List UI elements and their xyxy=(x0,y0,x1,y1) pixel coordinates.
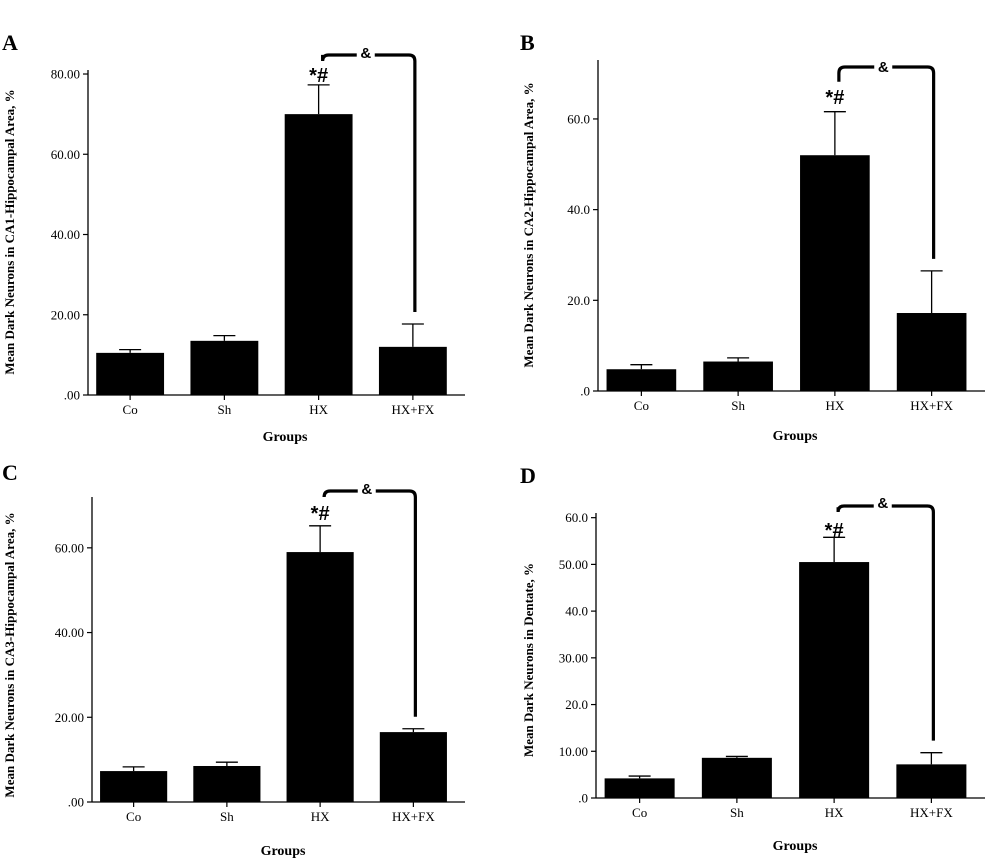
x-tick-label: Sh xyxy=(731,398,745,413)
y-tick-label: 40.00 xyxy=(51,227,80,242)
bar-hx-fx xyxy=(379,732,447,802)
x-axis-label: Groups xyxy=(773,839,818,854)
x-tick-label: HX+FX xyxy=(910,398,953,413)
y-tick-label: 50.00 xyxy=(559,557,588,572)
x-axis-label: Groups xyxy=(773,429,818,444)
bar-hx-fx xyxy=(896,764,967,798)
y-tick-label: 40.0 xyxy=(567,202,590,217)
y-tick-label: 60.00 xyxy=(51,147,80,162)
x-tick-label: Co xyxy=(126,809,141,824)
significance-marker: *# xyxy=(309,65,328,87)
x-tick-label: HX xyxy=(825,805,844,820)
x-tick-label: HX+FX xyxy=(910,805,953,820)
y-tick-label: 20.00 xyxy=(51,307,80,322)
panel-a: A .00 20.00 40.00 60.00 80.00 Mean Dark Neuron… xyxy=(2,30,465,445)
y-tick-label: 20.00 xyxy=(55,710,84,725)
y-tick-label: 60.0 xyxy=(565,510,588,525)
significance-marker: *# xyxy=(311,503,330,525)
bar-hx xyxy=(284,114,353,395)
x-tick-label: Sh xyxy=(220,809,234,824)
x-tick-label: Sh xyxy=(218,402,232,417)
y-tick-label: 30.00 xyxy=(559,650,588,665)
panel-letter: C xyxy=(2,460,18,485)
panel-b: B .0 20.0 40.0 60.0 Mean Dark Neurons in CA2-… xyxy=(520,30,985,444)
bar-hx xyxy=(800,155,870,391)
y-axis-label: Mean Dark Neurons in CA3-Hippocampal Are… xyxy=(2,512,17,797)
y-tick-label: 40.00 xyxy=(55,625,84,640)
panel-letter: A xyxy=(2,30,18,55)
panel-letter: D xyxy=(520,463,536,488)
bar-co xyxy=(100,771,168,802)
y-tick-label: 60.00 xyxy=(55,540,84,555)
y-tick-label: 20.0 xyxy=(565,697,588,712)
panel-d: D .0 10.00 20.0 30.00 40.0 50.00 60.0 Mean Dark … xyxy=(520,463,985,854)
x-tick-label: Sh xyxy=(730,805,744,820)
x-tick-label: HX xyxy=(309,402,328,417)
bar-hx xyxy=(286,552,354,802)
bracket-label: & xyxy=(878,59,889,76)
bracket-label-bg xyxy=(357,483,376,497)
panel-c: C .00 20.00 40.00 60.00 Mean Dark Neurons in … xyxy=(2,460,465,858)
bracket-label-bg xyxy=(874,59,893,73)
x-tick-label: HX xyxy=(311,809,330,824)
y-tick-label: 10.00 xyxy=(559,744,588,759)
significance-marker: *# xyxy=(825,87,844,109)
panel-letter: B xyxy=(520,30,535,55)
bracket-label-bg xyxy=(873,498,892,512)
bar-hx-fx xyxy=(896,313,967,391)
x-axis-label: Groups xyxy=(261,844,306,858)
x-axis-label: Groups xyxy=(263,430,308,445)
y-axis-label: Mean Dark Neurons in Dentate, % xyxy=(521,563,536,757)
x-tick-label: HX+FX xyxy=(392,809,435,824)
x-tick-label: Co xyxy=(634,398,649,413)
panels: A .00 20.00 40.00 60.00 80.00 Mean Dark Neuron… xyxy=(2,30,985,858)
bar-sh xyxy=(190,340,259,395)
bar-sh xyxy=(701,757,772,798)
x-tick-label: HX+FX xyxy=(392,402,435,417)
y-tick-label: 60.0 xyxy=(567,111,590,126)
bar-hx-fx xyxy=(378,346,447,395)
x-tick-label: HX xyxy=(825,398,844,413)
bracket-label: & xyxy=(877,495,888,512)
bracket-label-bg xyxy=(356,47,375,61)
y-tick-label: 80.00 xyxy=(51,67,80,82)
x-tick-label: Co xyxy=(123,402,138,417)
bar-sh xyxy=(193,765,261,802)
y-tick-label: .00 xyxy=(64,388,80,403)
bar-co xyxy=(606,369,677,391)
bar-hx xyxy=(799,562,870,798)
bracket-label: & xyxy=(360,45,371,62)
bracket-label: & xyxy=(361,481,372,498)
x-tick-label: Co xyxy=(632,805,647,820)
bar-co xyxy=(96,352,165,395)
y-tick-label: .0 xyxy=(578,791,588,806)
y-tick-label: .0 xyxy=(580,384,590,399)
significance-marker: *# xyxy=(825,520,844,542)
y-tick-label: .00 xyxy=(68,795,84,810)
bar-sh xyxy=(703,361,773,391)
y-axis-label: Mean Dark Neurons in CA1-Hippocampal Are… xyxy=(2,89,17,374)
y-tick-label: 20.0 xyxy=(567,293,590,308)
bar-co xyxy=(604,778,675,798)
y-axis-label: Mean Dark Neurons in CA2-Hippocampal Are… xyxy=(521,82,536,367)
y-tick-label: 40.0 xyxy=(565,604,588,619)
